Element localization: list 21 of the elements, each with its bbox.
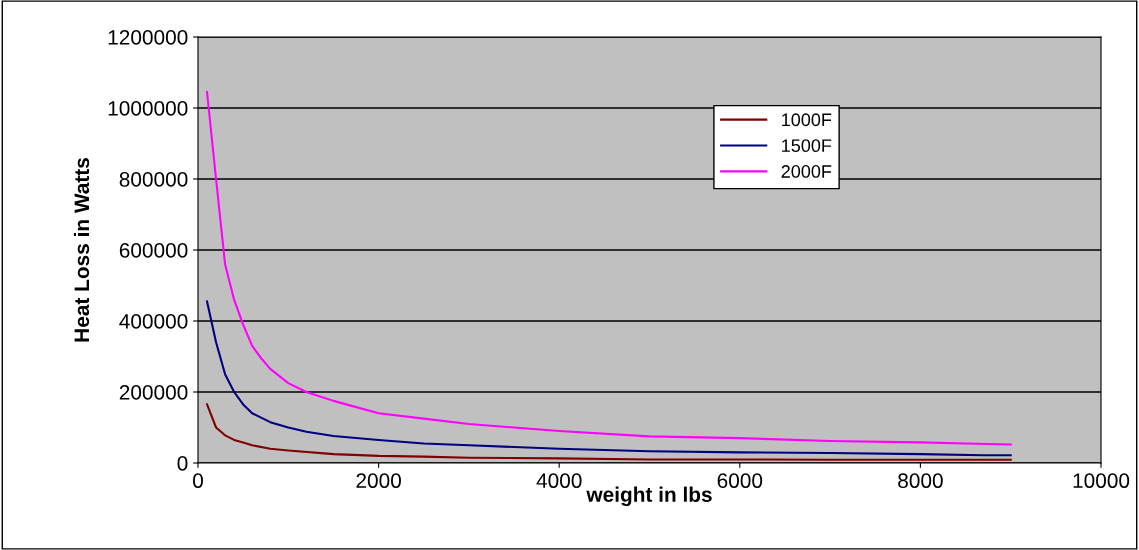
x-tick-label: 2000: [356, 473, 401, 489]
x-tick-label: 8000: [898, 473, 943, 489]
x-tick-label: 0: [193, 473, 203, 489]
x-axis-title: weight in lbs: [586, 486, 712, 507]
line-series: [205, 300, 1012, 457]
y-tick-label: 1200000: [108, 30, 188, 45]
y-axis-title: Heat Loss in Watts: [73, 158, 90, 342]
y-tick-label: 800000: [119, 172, 188, 187]
y-tick-label: 1000000: [108, 101, 188, 116]
y-tick-label: 200000: [119, 385, 188, 400]
line-series: [205, 90, 1012, 446]
y-tick-label: 0: [177, 456, 188, 471]
x-tick-label: 4000: [536, 473, 582, 489]
x-tick-label: 6000: [717, 473, 763, 489]
line-series: [205, 403, 1012, 461]
x-tick-label: 10000: [1073, 473, 1130, 489]
legend-label: 1000F: [782, 113, 832, 127]
legend-label: 1500F: [782, 139, 832, 153]
y-tick-label: 400000: [119, 314, 188, 329]
y-tick-label: 600000: [119, 243, 188, 258]
legend-label: 2000F: [781, 165, 832, 178]
